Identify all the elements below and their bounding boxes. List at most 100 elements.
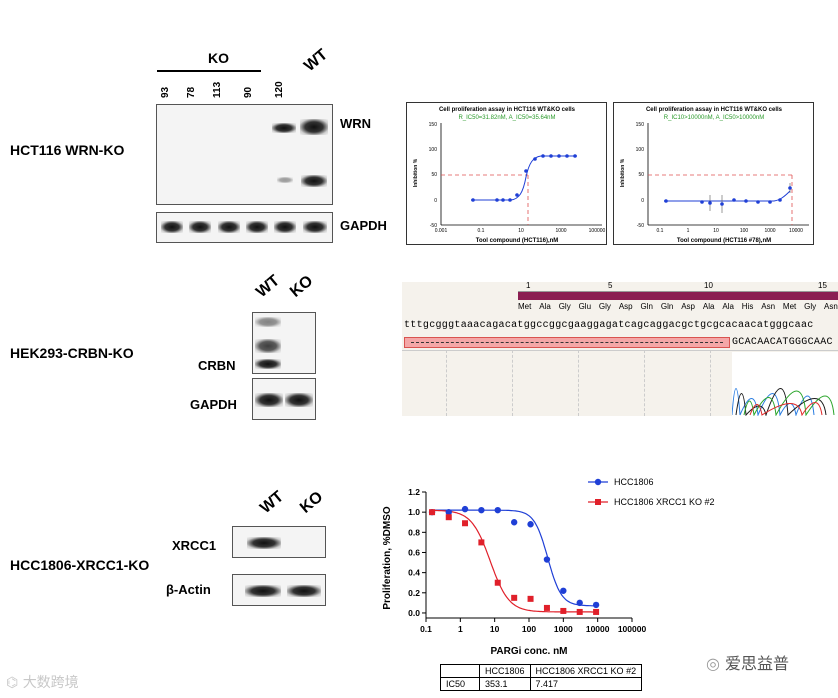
y-tick-label: 0.6 — [408, 547, 420, 557]
table-cell: HCC1806 — [479, 664, 531, 678]
y-tick-label: 0.4 — [408, 568, 420, 578]
y-tick-label: 0.2 — [408, 588, 420, 598]
x-tick-label: 100 — [522, 624, 536, 634]
chart1-xtick: 10 — [518, 228, 524, 234]
row3-wt-label: WT — [257, 488, 288, 518]
table-header-row: HCC1806 HCC1806 XRCC1 KO #2 — [440, 664, 643, 678]
chart2-xlabel: Tool compound (HCT116 #78),nM — [677, 238, 771, 244]
chart2-svg: Cell proliferation assay in HCT116 WT&KO… — [620, 107, 809, 244]
chart1-ytick: -50 — [430, 223, 437, 229]
chart1-xtick: 0.001 — [435, 228, 448, 234]
ic50-table: HCC1806 HCC1806 XRCC1 KO #2 IC50 353.1 7… — [440, 664, 643, 691]
data-point — [462, 520, 469, 527]
deletion-bar — [404, 337, 730, 348]
data-point — [543, 604, 550, 611]
chart1-xtick: 0.1 — [478, 228, 485, 234]
row3-ko-label: KO — [297, 488, 327, 517]
y-tick-label: 1.2 — [408, 487, 420, 497]
data-point — [445, 508, 452, 516]
data-point — [510, 519, 518, 526]
crbn-blot — [252, 312, 316, 374]
table-cell: 353.1 — [479, 677, 531, 691]
fit-curve — [432, 509, 597, 607]
ruler-number: 15 — [818, 281, 827, 290]
table-cell: HCC1806 XRCC1 KO #2 — [529, 664, 643, 678]
chart2-points — [664, 186, 792, 206]
chart1-ytick: 50 — [431, 172, 437, 178]
chart1-ytick: 150 — [429, 122, 438, 128]
lane-label: 78 — [186, 86, 197, 98]
lane-label: 120 — [274, 81, 285, 98]
row2-wt-label: WT — [253, 272, 284, 302]
data-point — [527, 595, 534, 602]
x-tick-label: 0.1 — [420, 624, 432, 634]
chart-xlabel: PARGi conc. nM — [490, 646, 567, 657]
data-point — [560, 587, 567, 594]
crbn-label: CRBN — [198, 358, 236, 373]
chart1-points — [471, 154, 577, 202]
data-point — [511, 594, 518, 601]
row1-label: HCT116 WRN-KO — [10, 142, 125, 158]
y-tick-label: 0.0 — [408, 608, 420, 618]
table-row: IC50 353.1 7.417 — [440, 677, 643, 691]
chart2-xtick: 1000 — [764, 228, 775, 234]
legend-label: HCC1806 — [614, 477, 654, 487]
x-tick-label: 10 — [490, 624, 500, 634]
actin-label: β-Actin — [166, 582, 211, 597]
gapdh-label-row2: GAPDH — [190, 397, 237, 412]
wrn-label: WRN — [340, 116, 372, 131]
lane-label: 90 — [243, 86, 254, 98]
table-cell: IC50 — [440, 677, 480, 691]
gapdh-blot-row1 — [156, 212, 333, 243]
chart2-xtick: 10000 — [789, 228, 803, 234]
ruler-number: 10 — [704, 281, 713, 290]
watermark-right: ◎ 爱思益普 — [706, 654, 790, 673]
chart2-xtick: 100 — [740, 228, 749, 234]
chart2-xtick: 1 — [687, 228, 690, 234]
ruler-number: 1 — [526, 281, 531, 290]
y-tick-label: 1.0 — [408, 507, 420, 517]
chart2-subtitle: R_IC10>10000nM, A_IC50>10000nM — [664, 115, 764, 121]
watermark-left: ⌬ 大数跨境 — [6, 675, 79, 691]
data-point — [576, 599, 583, 607]
table-cell: 7.417 — [529, 677, 643, 691]
xrcc1-blot — [232, 526, 326, 558]
row1-ko-label: KO — [208, 50, 229, 66]
table-cell — [440, 664, 480, 678]
chart2-ytick: 50 — [638, 172, 644, 178]
sequence-panel: 1 5 10 15 Met Ala Gly Glu Gly Asp Gln Gl… — [402, 281, 838, 416]
gapdh-label-row1: GAPDH — [340, 218, 387, 233]
row2-ko-label: KO — [287, 272, 317, 301]
chart1-ytick: 0 — [434, 198, 437, 204]
data-point — [494, 579, 501, 586]
chart1-xtick: 100000 — [589, 228, 606, 234]
chart2-panel: Cell proliferation assay in HCT116 WT&KO… — [613, 102, 814, 245]
chart-ylabel: Proliferation, %DMSO — [382, 506, 393, 610]
chart2-title: Cell proliferation assay in HCT116 WT&KO… — [646, 107, 783, 113]
wrn-blot — [156, 104, 333, 205]
data-point — [478, 506, 485, 514]
wechat-icon: ◎ — [706, 654, 726, 673]
legend-marker — [594, 478, 602, 486]
data-point — [593, 608, 600, 615]
data-point — [592, 601, 600, 609]
chart1-xlabel: Tool compound (HCT116),nM — [476, 238, 559, 244]
ko-bracket-line — [157, 70, 261, 72]
chart1-ylabel: Inhibition % — [413, 158, 419, 187]
chart2-ytick: 100 — [636, 147, 645, 153]
data-point — [429, 509, 436, 516]
lane-label: 93 — [160, 86, 171, 98]
ruler-number: 5 — [608, 281, 613, 290]
reference-dna: tttgcgggtaaacagacatggccggcgaaggagatcagca… — [404, 320, 814, 331]
chart1-title: Cell proliferation assay in HCT116 WT&KO… — [439, 107, 576, 113]
pargi-dose-response-chart: Proliferation, %DMSO PARGi conc. nM 0.1 1… — [382, 477, 715, 657]
row1-wt-label: WT — [301, 46, 332, 76]
lane-label: 113 — [212, 81, 223, 98]
chart2-ytick: -50 — [637, 223, 644, 229]
data-point — [576, 608, 583, 615]
chromatogram — [732, 352, 838, 416]
amino-acid-row: Met Ala Gly Glu Gly Asp Gln Gln Asp Ala … — [518, 302, 838, 311]
data-point — [445, 514, 452, 521]
legend-label: HCC1806 XRCC1 KO #2 — [614, 497, 715, 507]
chart2-ylabel: Inhibition % — [620, 158, 626, 187]
